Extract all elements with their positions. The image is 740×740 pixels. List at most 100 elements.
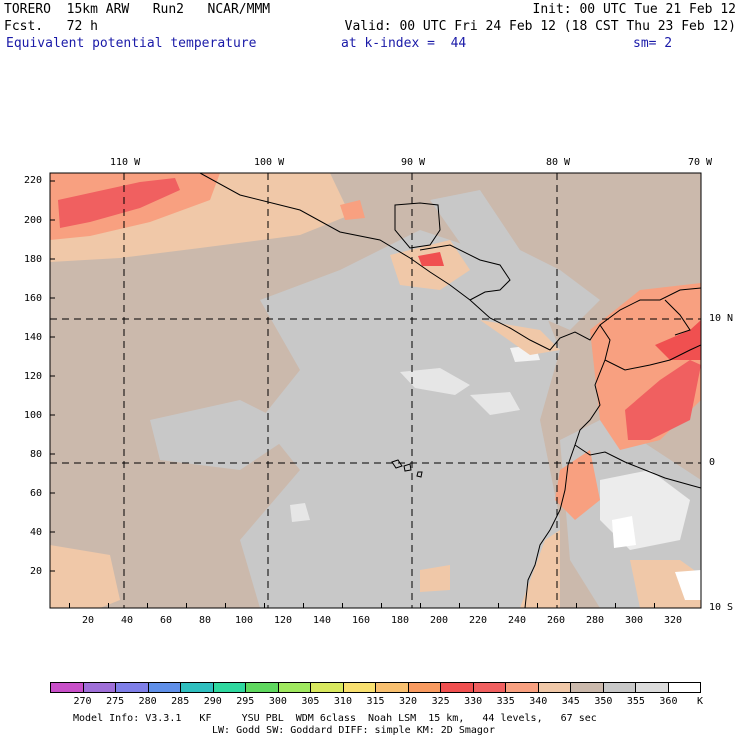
grid-y-label: 180 <box>24 254 43 265</box>
colorbar-swatch <box>602 683 635 692</box>
model-run-title: TORERO 15km ARW Run2 NCAR/MMM <box>4 2 271 17</box>
lon-label-110w: 110 W <box>110 157 141 168</box>
smoothing-info: sm= 2 <box>633 36 673 51</box>
colorbar-swatch <box>147 683 180 692</box>
warm-patch-sw <box>50 545 120 608</box>
grid-x-label: 120 <box>274 615 293 626</box>
light-spot-1 <box>400 368 470 395</box>
field-name: Equivalent potential temperature <box>6 36 257 51</box>
grid-y-label: 60 <box>30 488 43 499</box>
colorbar-level-label: 300 <box>268 696 287 707</box>
colorbar-swatch <box>115 683 148 692</box>
colorbar-swatch <box>342 683 375 692</box>
light-spot-2 <box>470 392 520 415</box>
colorbar-level-label: 340 <box>529 696 548 707</box>
contour-fill <box>50 173 701 608</box>
grid-y-label: 160 <box>24 293 43 304</box>
colorbar-swatch <box>570 683 603 692</box>
level-info: at k-index = 44 <box>341 36 467 51</box>
physics-info-line: LW: Godd SW: Goddard DIFF: simple KM: 2D… <box>212 725 495 736</box>
border-ecuador-peru <box>574 444 701 489</box>
colorbar-level-label: 330 <box>464 696 483 707</box>
red-spot-ca <box>418 252 444 266</box>
red-region-colombia <box>625 360 701 440</box>
colorbar-level-label: 295 <box>236 696 255 707</box>
lon-label-90w: 90 W <box>401 157 426 168</box>
grid-x-label: 320 <box>664 615 683 626</box>
valid-time: Valid: 00 UTC Fri 24 Feb 12 (18 CST Thu … <box>344 19 736 34</box>
lon-label-70w: 70 W <box>688 157 713 168</box>
warm-region-peru-coast <box>520 530 560 608</box>
grid-y-label: 140 <box>24 332 43 343</box>
grid-x-label: 20 <box>82 615 95 626</box>
coastline-yucatan <box>394 202 441 249</box>
plot-frame <box>49 172 702 609</box>
grid-x-label: 60 <box>160 615 173 626</box>
colorbar-swatch <box>407 683 440 692</box>
grid-x-label: 220 <box>469 615 488 626</box>
colorbar-swatch <box>245 683 278 692</box>
salmon-corner <box>50 173 90 198</box>
colorbar-level-label: 285 <box>171 696 190 707</box>
colorbar-level-label: 320 <box>399 696 418 707</box>
colorbar-swatch <box>375 683 408 692</box>
latlon-grid <box>50 173 701 608</box>
colorbar-swatch <box>537 683 570 692</box>
coastline-central-america <box>199 173 701 351</box>
colorbar-level-label: 270 <box>73 696 92 707</box>
colorbar-level-label: 355 <box>626 696 645 707</box>
forecast-hour: Fcst. 72 h <box>4 19 98 34</box>
galapagos-islands <box>391 459 423 478</box>
grid-x-label: 240 <box>508 615 527 626</box>
gray-region-central <box>240 230 560 608</box>
lon-label-80w: 80 W <box>546 157 571 168</box>
colorbar-level-label: 360 <box>659 696 678 707</box>
colorbar-level-label: 275 <box>106 696 125 707</box>
coastlines <box>199 173 701 608</box>
grid-x-label: 80 <box>199 615 212 626</box>
lat-label-0: 0 <box>709 457 716 468</box>
grid-x-label: 100 <box>235 615 254 626</box>
lat-label-10s: 10 S <box>709 602 734 613</box>
colorbar-swatch <box>440 683 473 692</box>
grid-y-label: 40 <box>30 527 43 538</box>
colorbar-level-label: 310 <box>333 696 352 707</box>
colorbar-level-label: 345 <box>561 696 580 707</box>
coastline-honduras <box>419 244 511 301</box>
grid-x-label: 180 <box>391 615 410 626</box>
lon-label-100w: 100 W <box>254 157 285 168</box>
colorbar-level-label: 335 <box>496 696 515 707</box>
border-colombia-venezuela <box>604 344 701 371</box>
colorbar-level-label: 315 <box>366 696 385 707</box>
colorbar-swatch <box>180 683 213 692</box>
coastline-south-america-west <box>524 324 611 608</box>
grid-x-label: 160 <box>352 615 371 626</box>
grid-y-label: 120 <box>24 371 43 382</box>
warm-patch-s <box>420 565 450 592</box>
colorbar-level-label: 290 <box>203 696 222 707</box>
grid-x-label: 260 <box>547 615 566 626</box>
salmon-spot-mx <box>340 200 365 220</box>
grid-y-label: 80 <box>30 449 43 460</box>
white-spot-sa <box>612 516 636 548</box>
grid-x-label: 140 <box>313 615 332 626</box>
colorbar-swatch <box>505 683 538 692</box>
colorbar-level-label: 280 <box>138 696 157 707</box>
colorbar-swatch <box>212 683 245 692</box>
lat-label-10n: 10 N <box>709 313 734 324</box>
axis-ticks <box>50 180 655 608</box>
coastline-maracaibo <box>664 299 691 336</box>
grid-x-label: 280 <box>586 615 605 626</box>
red-core-nw <box>58 178 180 228</box>
colorbar-swatch <box>51 683 83 692</box>
colorbar <box>50 682 701 693</box>
colorbar-swatch <box>277 683 310 692</box>
colorbar-unit: K <box>697 696 704 707</box>
model-info-line: Model Info: V3.3.1 KF YSU PBL WDM 6class… <box>73 713 597 724</box>
grid-x-label: 300 <box>625 615 644 626</box>
colorbar-level-label: 350 <box>594 696 613 707</box>
gray-region-west <box>150 400 300 470</box>
grid-x-label: 200 <box>430 615 449 626</box>
grid-y-label: 220 <box>24 175 43 186</box>
